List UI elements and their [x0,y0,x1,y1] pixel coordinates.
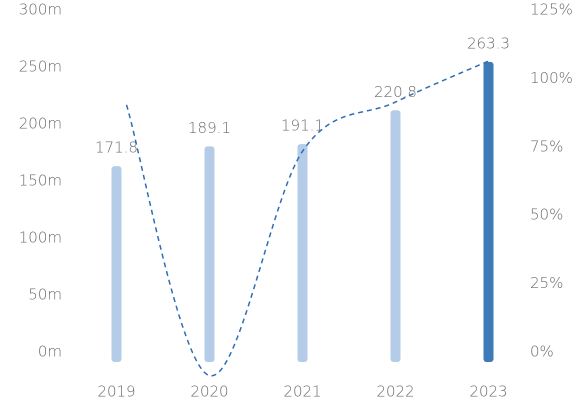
bar [111,166,122,362]
data-label: 220.8 [374,83,417,101]
x-tick-label: 2022 [376,383,414,401]
data-label: 263.3 [467,34,510,52]
line [125,60,489,377]
y-tick-label: 50m [28,286,62,304]
y2-tick-label: 50% [530,206,563,224]
y-tick-label: 250m [19,58,62,76]
y2-tick-label: 0% [530,343,554,361]
y2-tick-label: 25% [530,274,563,292]
y-tick-label: 200m [19,115,62,133]
y-tick-label: 100m [19,229,62,247]
data-label: 189.1 [188,119,231,137]
y2-tick-label: 100% [530,69,573,87]
bar [204,146,215,362]
bar [390,110,401,363]
x-tick-label: 2023 [469,383,507,401]
x-tick-label: 2020 [190,383,228,401]
x-tick-label: 2021 [283,383,321,401]
bar [483,61,494,362]
bar [297,144,308,362]
y2-tick-label: 125% [530,1,573,19]
data-label: 191.1 [281,117,324,135]
data-label: 171.8 [95,139,138,157]
y-tick-label: 150m [19,172,62,190]
y2-tick-label: 75% [530,137,563,155]
y-tick-label: 0m [38,343,62,361]
x-tick-label: 2019 [97,383,135,401]
y-tick-label: 300m [19,1,62,19]
